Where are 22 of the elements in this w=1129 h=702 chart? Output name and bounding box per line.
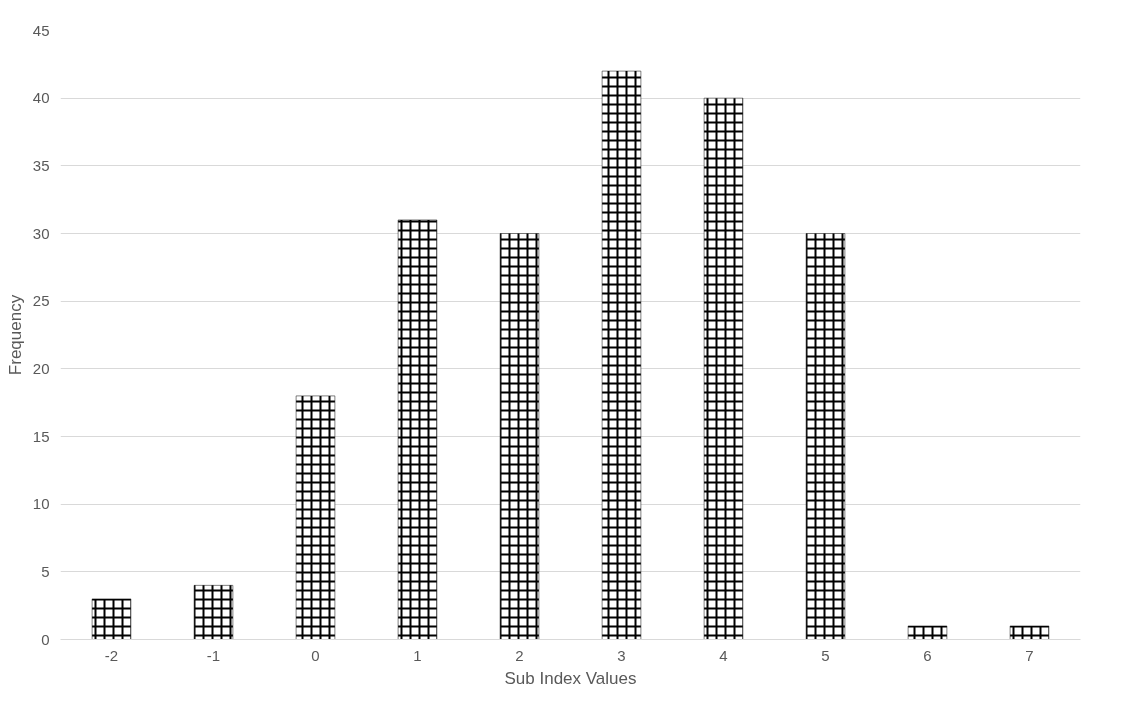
x-tick-label: 6	[923, 646, 932, 664]
y-tick-label: 35	[32, 156, 50, 174]
y-tick-label: 10	[32, 495, 50, 513]
y-tick-label: 45	[32, 21, 50, 39]
x-tick-label: -2	[104, 646, 119, 664]
y-tick-label: 30	[32, 224, 50, 242]
x-axis-title: Sub Index Values	[504, 668, 637, 688]
x-tick-label: 5	[821, 646, 830, 664]
x-tick-label: -1	[206, 646, 221, 664]
y-tick-label: 20	[32, 359, 50, 377]
x-tick-label: 7	[1025, 646, 1034, 664]
x-tick-label: 2	[515, 646, 524, 664]
y-tick-label: 5	[41, 562, 50, 580]
x-tick-label: 1	[413, 646, 422, 664]
y-axis-title: Frequency	[5, 294, 25, 376]
x-tick-label: 3	[617, 646, 626, 664]
y-tick-label: 25	[32, 292, 50, 310]
y-tick-label: 0	[41, 630, 50, 648]
x-tick-label: 0	[311, 646, 320, 664]
y-tick-label: 15	[32, 427, 50, 445]
x-tick-label: 4	[719, 646, 728, 664]
y-tick-label: 40	[32, 89, 50, 107]
